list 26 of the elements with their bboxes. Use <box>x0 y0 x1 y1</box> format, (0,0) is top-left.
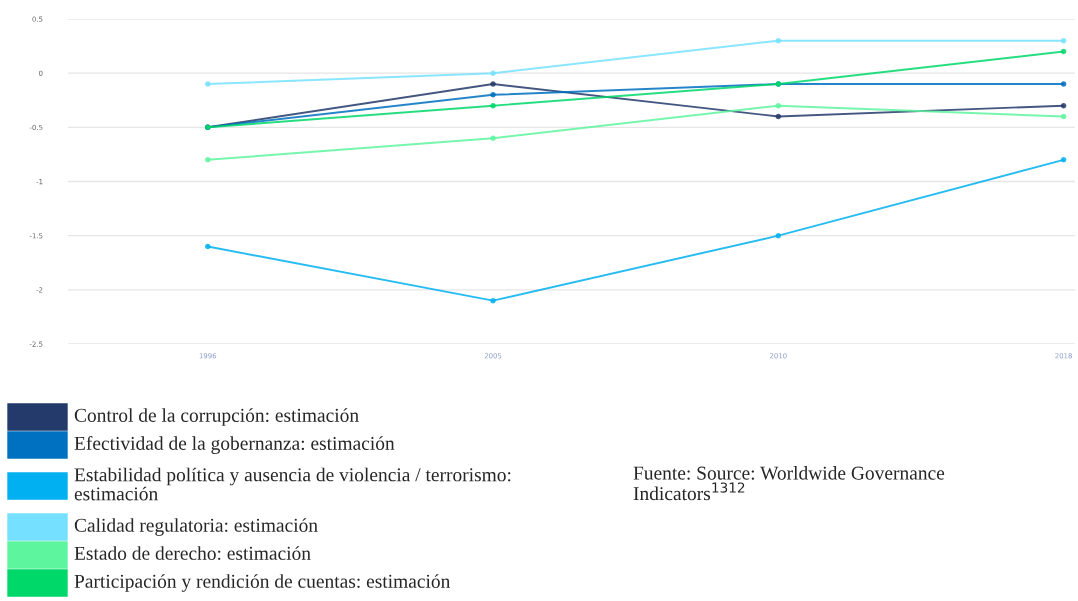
point <box>1060 48 1067 55</box>
legend-label: Participación y rendición de cuentas: estimación <box>74 574 451 592</box>
point <box>775 232 782 239</box>
point <box>490 81 496 87</box>
point <box>1060 113 1067 120</box>
point <box>490 297 496 304</box>
point <box>775 102 782 109</box>
legend-label: Efectividad de la gobernanza: estimación <box>74 436 395 454</box>
legend-label: Estado de derecho: estimación <box>74 546 311 560</box>
point <box>490 70 496 76</box>
point <box>490 92 496 98</box>
point <box>205 81 211 87</box>
point <box>1060 157 1067 163</box>
point <box>490 135 496 141</box>
point <box>775 37 782 44</box>
point <box>205 157 211 163</box>
point <box>1060 102 1067 109</box>
legend-label: Calidad regulatoria: estimación <box>74 518 318 536</box>
legend-label: Estabilidad política y ausencia de violencia / terrorismo: estimación <box>74 467 511 501</box>
point <box>1060 37 1067 44</box>
point <box>1060 81 1067 87</box>
source-note: Fuente: Source: Worldwide Governance Indicators$^{1312}$ <box>633 466 945 501</box>
legend-label: Control de la corrupción: estimación <box>74 408 359 426</box>
point <box>205 243 211 250</box>
point <box>490 102 496 109</box>
point <box>775 113 782 120</box>
